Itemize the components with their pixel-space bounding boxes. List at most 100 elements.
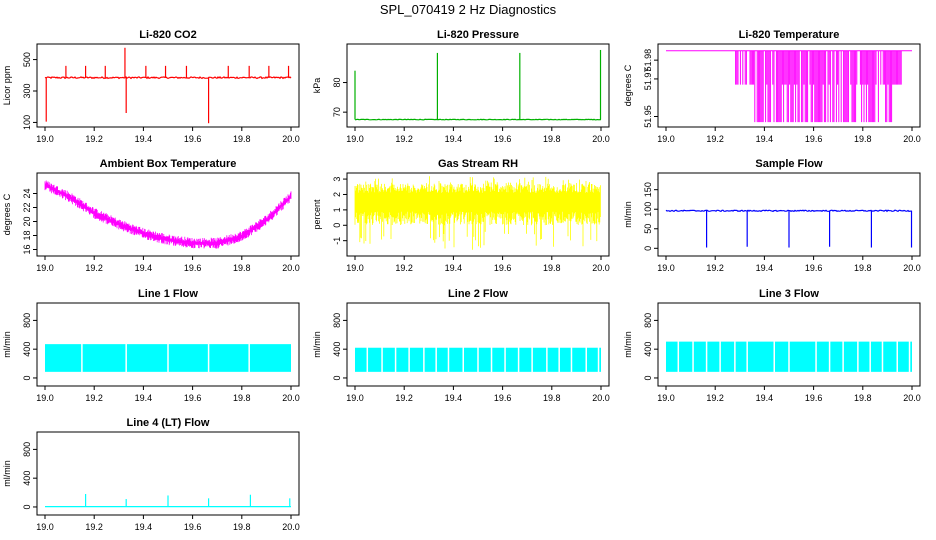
- panel-8: Line 2 Flow 19.0 19.2 19.4 19.6 19.8 20.0 0 400 8…: [312, 288, 610, 403]
- y-tick-label: 51.95: [643, 105, 653, 128]
- x-tick-label: 19.2: [85, 522, 103, 532]
- panel-title: Li-820 Temperature: [739, 29, 840, 41]
- x-tick-label: 19.4: [135, 522, 153, 532]
- y-tick-label: 0: [332, 375, 342, 380]
- x-tick-label: 19.0: [657, 263, 675, 273]
- y-tick-label: -1: [332, 237, 342, 245]
- y-tick-label: 18: [22, 230, 32, 240]
- x-tick-label: 19.0: [657, 134, 675, 144]
- y-tick-label: 70: [332, 107, 342, 117]
- series-line: [354, 176, 601, 250]
- series-line: [665, 209, 913, 248]
- plot-frame: [36, 43, 300, 128]
- y-tick-label: 50: [643, 224, 653, 234]
- panel-4: Ambient Box Temperature 19.0 19.2 19.4 19.6 1…: [2, 158, 300, 273]
- x-tick-label: 19.2: [395, 393, 413, 403]
- y-tick-label: 3: [332, 177, 342, 182]
- x-tick-label: 19.6: [184, 522, 202, 532]
- y-axis-label: kPa: [312, 78, 322, 94]
- y-axis-label: Licor ppm: [2, 66, 12, 106]
- series-line: [45, 343, 291, 373]
- y-tick-label: 80: [332, 78, 342, 88]
- x-tick-label: 20.0: [282, 522, 300, 532]
- panel-10: Line 4 (LT) Flow 19.0 19.2 19.4 19.6 19.8 20.0…: [2, 417, 300, 532]
- panel-6: Sample Flow 19.0 19.2 19.4 19.6 19.8 20.0 0 50 10…: [623, 158, 921, 273]
- x-tick-label: 19.2: [85, 134, 103, 144]
- x-tick-label: 19.0: [346, 263, 364, 273]
- x-tick-label: 19.0: [36, 393, 54, 403]
- y-tick-label: 400: [22, 342, 32, 357]
- x-tick-label: 19.8: [543, 393, 561, 403]
- y-tick-label: 0: [332, 223, 342, 228]
- panel-2: Li-820 Pressure 19.0 19.2 19.4 19.6 19.8 20.0 7…: [312, 29, 610, 144]
- x-tick-label: 19.2: [395, 134, 413, 144]
- x-tick-label: 19.0: [36, 263, 54, 273]
- plot-frame: [36, 431, 300, 516]
- x-tick-label: 19.4: [445, 263, 463, 273]
- x-tick-label: 19.8: [233, 134, 251, 144]
- page-title: SPL_070419 2 Hz Diagnostics: [379, 2, 557, 17]
- plot-frame: [657, 172, 921, 257]
- x-tick-label: 19.4: [756, 263, 774, 273]
- panel-title: Ambient Box Temperature: [100, 158, 237, 170]
- y-axis-label: ml/min: [312, 331, 322, 358]
- plot-frame: [657, 302, 921, 387]
- x-tick-label: 19.4: [445, 134, 463, 144]
- x-tick-label: 19.2: [706, 263, 724, 273]
- y-tick-label: 0: [643, 246, 653, 251]
- panel-title: Gas Stream RH: [438, 158, 518, 170]
- x-tick-label: 19.4: [135, 134, 153, 144]
- panel-title: Sample Flow: [755, 158, 823, 170]
- x-tick-label: 19.8: [854, 263, 872, 273]
- series-line: [44, 180, 292, 249]
- panel-title: Line 3 Flow: [759, 288, 819, 300]
- plot-frame: [346, 302, 610, 387]
- temperature-trace: [44, 180, 292, 249]
- y-tick-label: 100: [643, 202, 653, 217]
- plot-frame: [657, 43, 921, 128]
- temperature-band: [735, 50, 902, 123]
- x-tick-label: 19.6: [494, 393, 512, 403]
- panel-title: Li-820 CO2: [139, 29, 196, 41]
- y-tick-label: 16: [22, 244, 32, 254]
- series-line: [666, 340, 912, 373]
- series-line: [354, 49, 602, 121]
- x-tick-label: 19.2: [395, 263, 413, 273]
- y-tick-label: 400: [332, 342, 342, 357]
- panel-5: Gas Stream RH 19.0 19.2 19.4 19.6 19.8 20.0 -1 0…: [312, 158, 610, 273]
- x-tick-label: 19.0: [36, 522, 54, 532]
- series-line: [355, 346, 601, 373]
- x-tick-label: 19.6: [184, 263, 202, 273]
- y-tick-label: 0: [22, 504, 32, 509]
- x-tick-label: 19.0: [346, 134, 364, 144]
- plot-frame: [346, 172, 610, 257]
- x-tick-label: 19.4: [445, 393, 463, 403]
- y-tick-label: 300: [22, 83, 32, 98]
- y-tick-label: 0: [22, 375, 32, 380]
- y-tick-label: 800: [22, 442, 32, 457]
- y-tick-label: 800: [22, 313, 32, 328]
- x-tick-label: 19.2: [85, 393, 103, 403]
- y-tick-label: 100: [22, 115, 32, 130]
- y-tick-label: 51.98: [643, 49, 653, 72]
- y-tick-label: 150: [643, 182, 653, 197]
- plot-frame: [36, 302, 300, 387]
- panel-1: Li-820 CO2 19.0 19.2 19.4 19.6 19.8 20.0 100 300…: [2, 29, 300, 144]
- panel-title: Line 4 (LT) Flow: [127, 417, 210, 429]
- panel-9: Line 3 Flow 19.0 19.2 19.4 19.6 19.8 20.0 0 400 8…: [623, 288, 921, 403]
- x-tick-label: 20.0: [282, 134, 300, 144]
- plot-frame: [36, 172, 300, 257]
- panel-title: Li-820 Pressure: [437, 29, 519, 41]
- y-tick-label: 22: [22, 202, 32, 212]
- panel-7: Line 1 Flow 19.0 19.2 19.4 19.6 19.8 20.0 0 400 8…: [2, 288, 300, 403]
- series-line: [666, 50, 912, 123]
- x-tick-label: 19.6: [184, 134, 202, 144]
- series-line: [44, 47, 292, 124]
- x-tick-label: 19.8: [233, 393, 251, 403]
- y-axis-label: ml/min: [2, 460, 12, 487]
- x-tick-label: 19.6: [805, 393, 823, 403]
- y-axis-label: degrees C: [623, 64, 633, 106]
- y-tick-label: 51.97: [643, 68, 653, 91]
- x-tick-label: 20.0: [903, 134, 921, 144]
- y-tick-label: 0: [643, 375, 653, 380]
